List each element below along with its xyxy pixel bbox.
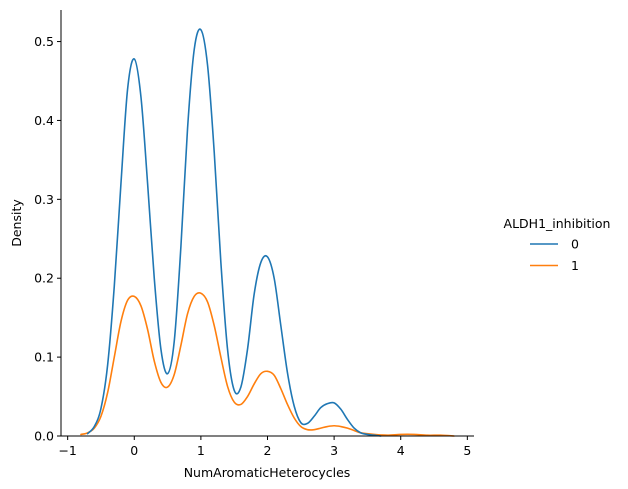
x-tick-label: 5 <box>463 443 471 458</box>
series-line-0 <box>86 28 382 437</box>
y-tick-label: 0.3 <box>34 192 54 207</box>
y-tick-label: 0.5 <box>34 34 54 49</box>
y-tick-label: 0.0 <box>34 429 54 444</box>
series-line-1 <box>80 292 455 437</box>
legend: ALDH1_inhibition 0 1 <box>504 216 611 273</box>
legend-label-1: 1 <box>571 258 579 273</box>
series-layer <box>80 28 455 437</box>
x-axis-title: NumAromaticHeterocycles <box>184 465 351 480</box>
x-tick-label: 3 <box>330 443 338 458</box>
legend-title: ALDH1_inhibition <box>504 216 611 231</box>
x-tick-label: 4 <box>397 443 405 458</box>
y-tick-label: 0.2 <box>34 271 54 286</box>
y-axis-title: Density <box>9 199 24 247</box>
x-tick-label: 2 <box>264 443 272 458</box>
axes-layer: −1 0 1 2 3 4 5 0.0 0.1 0.2 0.3 0.4 0.5 <box>34 10 474 458</box>
y-tick-label: 0.4 <box>34 113 54 128</box>
y-tick-label: 0.1 <box>34 350 54 365</box>
x-tick-label: −1 <box>58 443 76 458</box>
x-tick-label: 1 <box>197 443 205 458</box>
legend-label-0: 0 <box>571 237 579 252</box>
x-tick-label: 0 <box>130 443 138 458</box>
